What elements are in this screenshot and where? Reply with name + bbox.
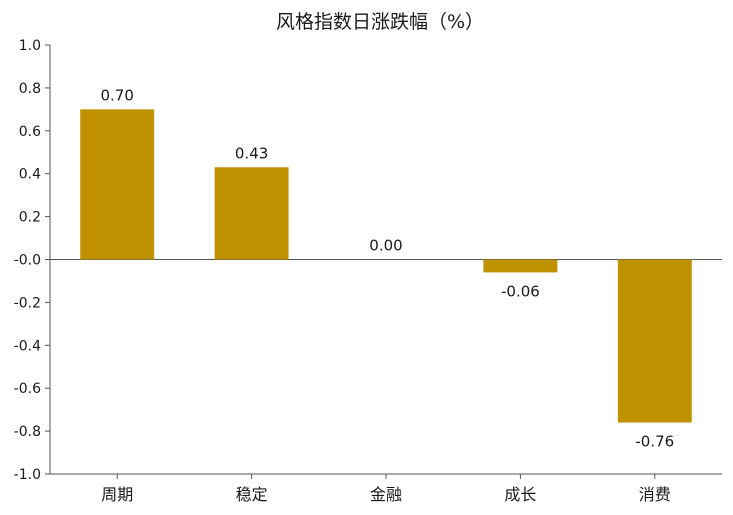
y-tick-label: 0.4 bbox=[19, 167, 41, 183]
category-label: 成长 bbox=[504, 485, 536, 504]
bars bbox=[80, 109, 692, 423]
data-label: 0.00 bbox=[369, 237, 402, 255]
bar-4 bbox=[483, 259, 558, 273]
y-tick-label: 0.2 bbox=[19, 210, 41, 226]
data-label: -0.06 bbox=[501, 282, 540, 300]
x-axis: 周期 稳定 金融 成长 消费 bbox=[50, 259, 722, 504]
y-tick-label: -0.2 bbox=[14, 295, 41, 311]
bar-1 bbox=[80, 109, 155, 260]
y-tick-label: -1.0 bbox=[14, 467, 41, 483]
y-tick-label: 0.6 bbox=[19, 124, 41, 140]
y-tick-label: 1.0 bbox=[19, 38, 41, 54]
y-tick-label: -0.8 bbox=[14, 424, 41, 440]
bar-2 bbox=[214, 167, 289, 260]
data-labels: 0.70 0.43 0.00 -0.06 -0.76 bbox=[100, 86, 674, 450]
y-tick-label: -0.4 bbox=[14, 338, 41, 354]
y-tick-label: 0.8 bbox=[19, 81, 41, 97]
category-label: 消费 bbox=[639, 485, 671, 504]
category-label: 金融 bbox=[370, 485, 402, 504]
bar-5 bbox=[617, 259, 692, 423]
y-tick-label: -0.0 bbox=[14, 253, 41, 269]
data-label: 0.70 bbox=[100, 86, 133, 104]
category-label: 周期 bbox=[101, 485, 133, 504]
category-label: 稳定 bbox=[236, 485, 268, 504]
y-tick-label: -0.6 bbox=[14, 381, 41, 397]
data-label: -0.76 bbox=[635, 433, 674, 451]
chart-title: 风格指数日涨跌幅（%） bbox=[276, 11, 484, 33]
data-label: 0.43 bbox=[235, 144, 268, 162]
y-axis: 1.0 0.8 0.6 0.4 0.2 -0.0 -0.2 -0.4 -0.6 -0.8 -1.0 bbox=[14, 38, 51, 483]
